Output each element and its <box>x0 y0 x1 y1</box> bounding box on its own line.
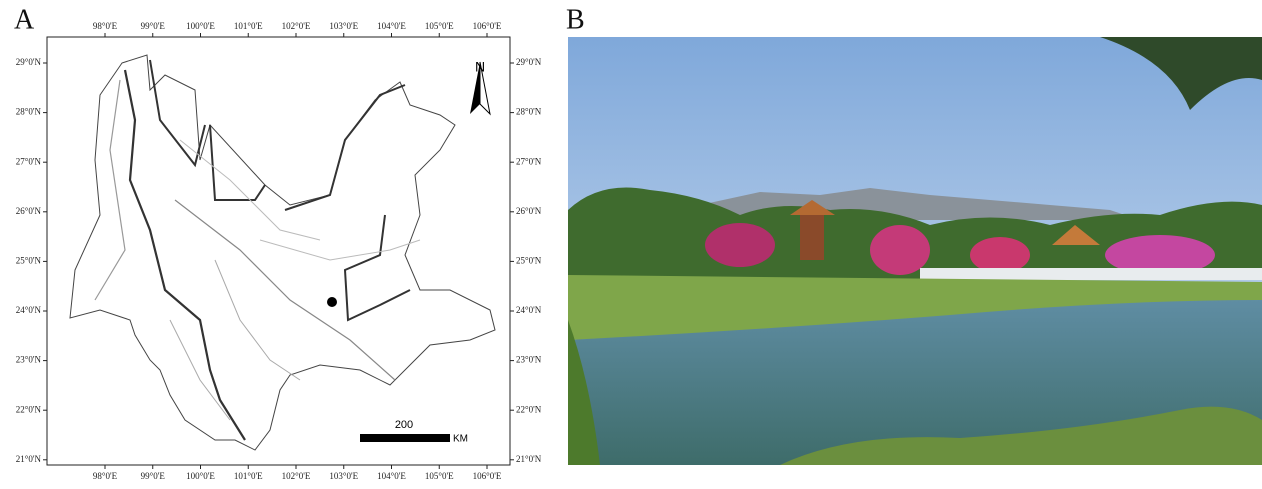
north-label: N <box>475 59 485 75</box>
lon-tick-label: 103°0'E <box>329 471 358 481</box>
lon-tick-label: 105°0'E <box>425 471 454 481</box>
lon-tick-label: 102°0'E <box>282 21 311 31</box>
panel-label: A <box>14 4 35 35</box>
lon-tick-label: 99°0'E <box>141 21 166 31</box>
lat-tick-label: 26°0'N <box>16 206 42 216</box>
lat-tick-label: 22°0'N <box>516 404 542 414</box>
lat-tick-label: 24°0'N <box>16 305 42 315</box>
lon-tick-label: 106°0'E <box>473 471 502 481</box>
lat-tick-label: 24°0'N <box>516 305 542 315</box>
lon-tick-label: 101°0'E <box>234 21 263 31</box>
lon-tick-label: 100°0'E <box>186 21 215 31</box>
lat-tick-label: 27°0'N <box>516 156 542 166</box>
lat-tick-label: 29°0'N <box>516 57 542 67</box>
lat-tick-label: 25°0'N <box>516 255 542 265</box>
lon-tick-label: 101°0'E <box>234 471 263 481</box>
photo <box>568 37 1262 465</box>
lat-tick-label: 23°0'N <box>516 355 542 365</box>
lat-tick-label: 29°0'N <box>16 57 42 67</box>
lat-tick-label: 25°0'N <box>16 255 42 265</box>
figure: A B 98°0'E 98°0'E 99°0'E 99°0'E 100°0'E 100°0… <box>0 0 1262 484</box>
lat-tick-label: 27°0'N <box>16 156 42 166</box>
lon-tick-label: 104°0'E <box>377 471 406 481</box>
lon-tick-label: 103°0'E <box>329 21 358 31</box>
lat-tick-label: 21°0'N <box>16 454 42 464</box>
lat-tick-label: 28°0'N <box>516 107 542 117</box>
scale-bar <box>360 434 450 442</box>
lon-tick-label: 100°0'E <box>186 471 215 481</box>
panel-label: B <box>566 4 585 35</box>
lat-tick-label: 22°0'N <box>16 404 42 414</box>
lon-tick-label: 102°0'E <box>282 471 311 481</box>
lat-tick-label: 23°0'N <box>16 355 42 365</box>
lon-tick-label: 106°0'E <box>473 21 502 31</box>
scale-value: 200 <box>395 419 413 431</box>
lon-tick-label: 105°0'E <box>425 21 454 31</box>
lon-tick-label: 98°0'E <box>93 471 118 481</box>
lat-tick-label: 21°0'N <box>516 454 542 464</box>
scale-unit: KM <box>453 434 468 445</box>
lat-tick-label: 26°0'N <box>516 206 542 216</box>
lon-tick-label: 104°0'E <box>377 21 406 31</box>
lon-tick-label: 99°0'E <box>141 471 166 481</box>
lat-tick-label: 28°0'N <box>16 107 42 117</box>
site-marker <box>327 297 337 307</box>
lon-tick-label: 98°0'E <box>93 21 118 31</box>
